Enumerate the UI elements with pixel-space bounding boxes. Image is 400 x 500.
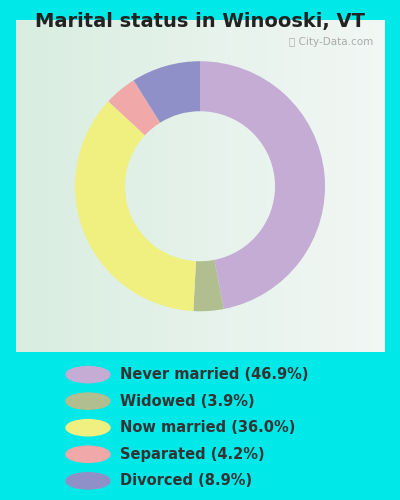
- Wedge shape: [108, 80, 160, 136]
- Text: Separated (4.2%): Separated (4.2%): [120, 447, 265, 462]
- Circle shape: [66, 366, 110, 382]
- Circle shape: [66, 393, 110, 409]
- Wedge shape: [200, 61, 325, 309]
- Circle shape: [66, 446, 110, 462]
- Wedge shape: [75, 102, 196, 311]
- Text: Now married (36.0%): Now married (36.0%): [120, 420, 295, 435]
- Text: Widowed (3.9%): Widowed (3.9%): [120, 394, 255, 408]
- Text: Divorced (8.9%): Divorced (8.9%): [120, 474, 252, 488]
- Wedge shape: [134, 61, 200, 122]
- Text: Ⓢ City-Data.com: Ⓢ City-Data.com: [289, 36, 373, 46]
- Circle shape: [66, 420, 110, 436]
- Wedge shape: [193, 260, 224, 312]
- Text: Never married (46.9%): Never married (46.9%): [120, 367, 308, 382]
- Circle shape: [66, 472, 110, 489]
- Text: Marital status in Winooski, VT: Marital status in Winooski, VT: [35, 12, 365, 32]
